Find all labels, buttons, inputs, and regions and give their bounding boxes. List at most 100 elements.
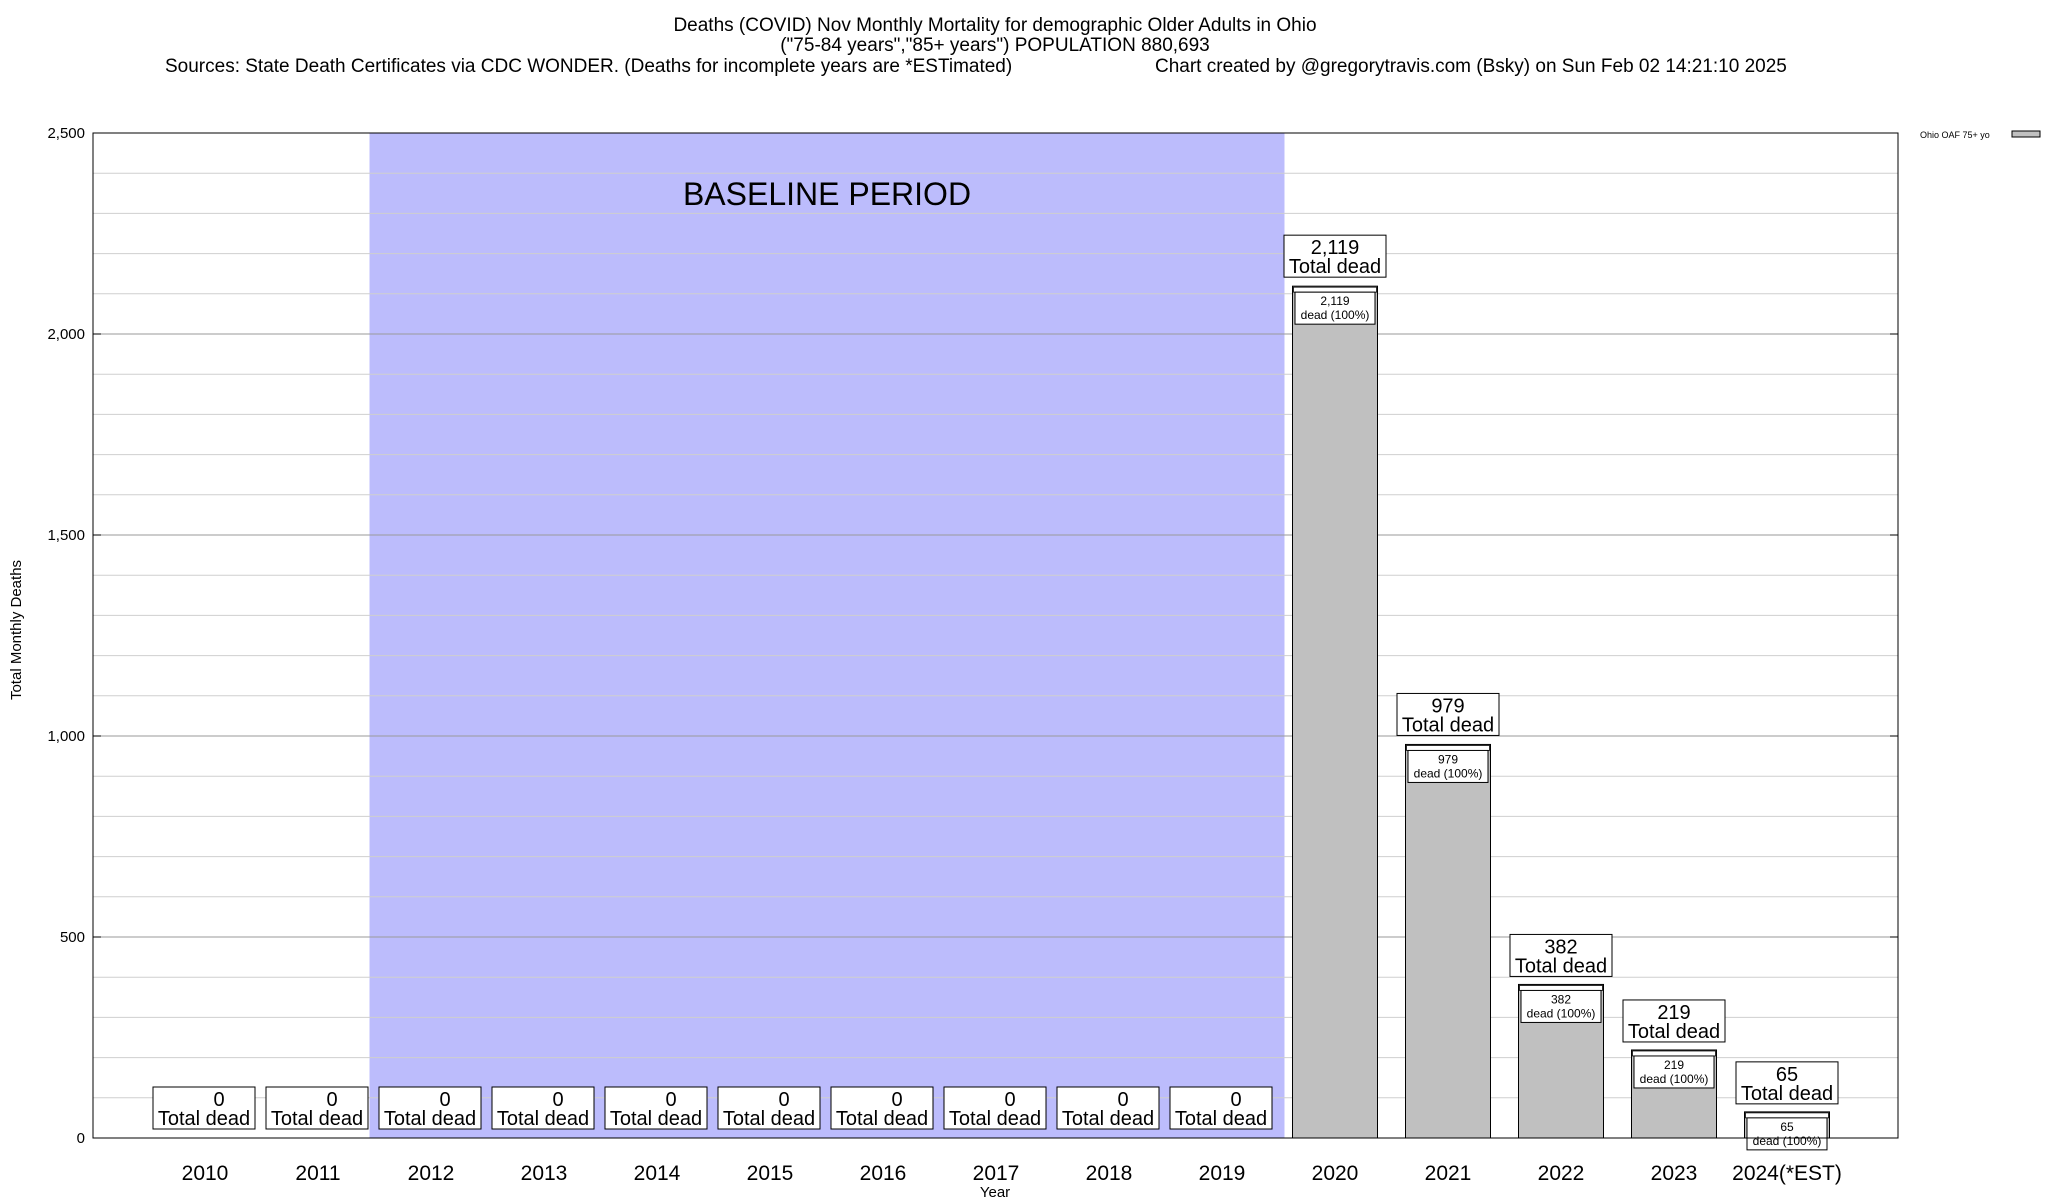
total-label-box [1169, 1086, 1273, 1130]
bar-cap [1293, 286, 1377, 293]
total-label-box [1283, 234, 1387, 278]
total-value: 0 [1117, 1089, 1128, 1111]
x-tick-label: 2015 [747, 1162, 794, 1185]
total-caption: Total dead [949, 1108, 1041, 1130]
total-value: 0 [778, 1089, 789, 1111]
x-tick-label: 2014 [634, 1162, 681, 1185]
x-tick-label: 2017 [973, 1162, 1020, 1185]
x-tick-label: 2011 [295, 1162, 340, 1185]
x-tick-label: 2013 [521, 1162, 568, 1185]
total-label-box [491, 1086, 595, 1130]
total-label-box [604, 1086, 708, 1130]
legend-swatch [2011, 130, 2041, 138]
total-value: 0 [665, 1089, 676, 1111]
chart-subtitle: ("75-84 years","85+ years") POPULATION 8… [780, 35, 1210, 56]
total-label-box [1622, 999, 1726, 1043]
total-label-box [1735, 1061, 1839, 1105]
total-label-box [378, 1086, 482, 1130]
y-axis-label: Total Monthly Deaths [8, 560, 25, 700]
bar-cap [1632, 1050, 1716, 1057]
bar-2021 [1405, 743, 1491, 1139]
bar-cap [1406, 745, 1490, 751]
total-caption: Total dead [610, 1108, 702, 1130]
total-label-box [265, 1086, 369, 1130]
plot-frame [92, 132, 1899, 1139]
inner-value: 2,119 [1320, 294, 1349, 308]
total-label-box [1396, 692, 1500, 736]
inner-label-box [1520, 989, 1602, 1023]
total-label-box [152, 1086, 256, 1130]
baseline-period-band [369, 133, 1285, 1138]
chart-source-note: Sources: State Death Certificates via CD… [165, 56, 1012, 77]
chart-header: Deaths (COVID) Nov Monthly Mortality for… [165, 15, 1787, 77]
inner-label-box [1633, 1055, 1715, 1089]
total-value: 0 [552, 1089, 563, 1111]
total-value: 0 [213, 1089, 224, 1111]
y-tick-label: 1,000 [47, 728, 85, 745]
total-value: 0 [326, 1089, 337, 1111]
bar-cap [1519, 985, 1603, 991]
chart-title: Deaths (COVID) Nov Monthly Mortality for… [673, 15, 1316, 36]
x-tick-label: 2024(*EST) [1732, 1162, 1842, 1185]
total-value: 0 [891, 1089, 902, 1111]
inner-caption: dead (100%) [1640, 1072, 1709, 1086]
total-value: 0 [1230, 1089, 1241, 1111]
x-tick-label: 2018 [1086, 1162, 1133, 1185]
total-caption: Total dead [271, 1108, 363, 1130]
inner-value: 979 [1438, 752, 1458, 766]
total-label-box [1509, 933, 1613, 977]
bars [201, 285, 1830, 1139]
x-tick-label: 2021 [1425, 1162, 1472, 1185]
total-caption: Total dead [1741, 1083, 1833, 1105]
y-tick-label: 0 [77, 1130, 85, 1147]
total-caption: Total dead [1062, 1108, 1154, 1130]
baseline-period-label: BASELINE PERIOD [683, 176, 971, 212]
inner-label-box [1407, 749, 1489, 783]
bar-2020 [1292, 285, 1378, 1139]
total-caption: Total dead [497, 1108, 589, 1130]
inner-caption: dead (100%) [1414, 766, 1483, 780]
legend: Ohio OAF 75+ yo [1920, 130, 2041, 140]
total-caption: Total dead [1175, 1108, 1267, 1130]
total-value: 2,119 [1311, 237, 1360, 259]
x-tick-label: 2020 [1312, 1162, 1359, 1185]
axes: 0 500 1,000 1,500 2,000 2,500 2010 2011 2012 2013… [47, 125, 1899, 1185]
y-tick-label: 1,500 [47, 527, 85, 544]
total-value: 0 [1004, 1089, 1015, 1111]
total-label-box [717, 1086, 821, 1130]
total-caption: Total dead [1402, 714, 1494, 736]
y-tick-label: 2,000 [47, 326, 85, 343]
total-caption: Total dead [836, 1108, 928, 1130]
total-caption: Total dead [1515, 955, 1607, 977]
x-tick-label: 2019 [1199, 1162, 1246, 1185]
total-label-box [1056, 1086, 1160, 1130]
x-tick-label: 2023 [1651, 1162, 1698, 1185]
total-value: 219 [1657, 1002, 1690, 1024]
total-label-box [830, 1086, 934, 1130]
inner-label-box [1294, 291, 1376, 325]
bar-cap [1745, 1112, 1829, 1119]
total-caption: Total dead [384, 1108, 476, 1130]
total-caption: Total dead [1289, 256, 1381, 278]
x-axis-label: Year [980, 1184, 1010, 1200]
legend-label: Ohio OAF 75+ yo [1920, 130, 1990, 140]
